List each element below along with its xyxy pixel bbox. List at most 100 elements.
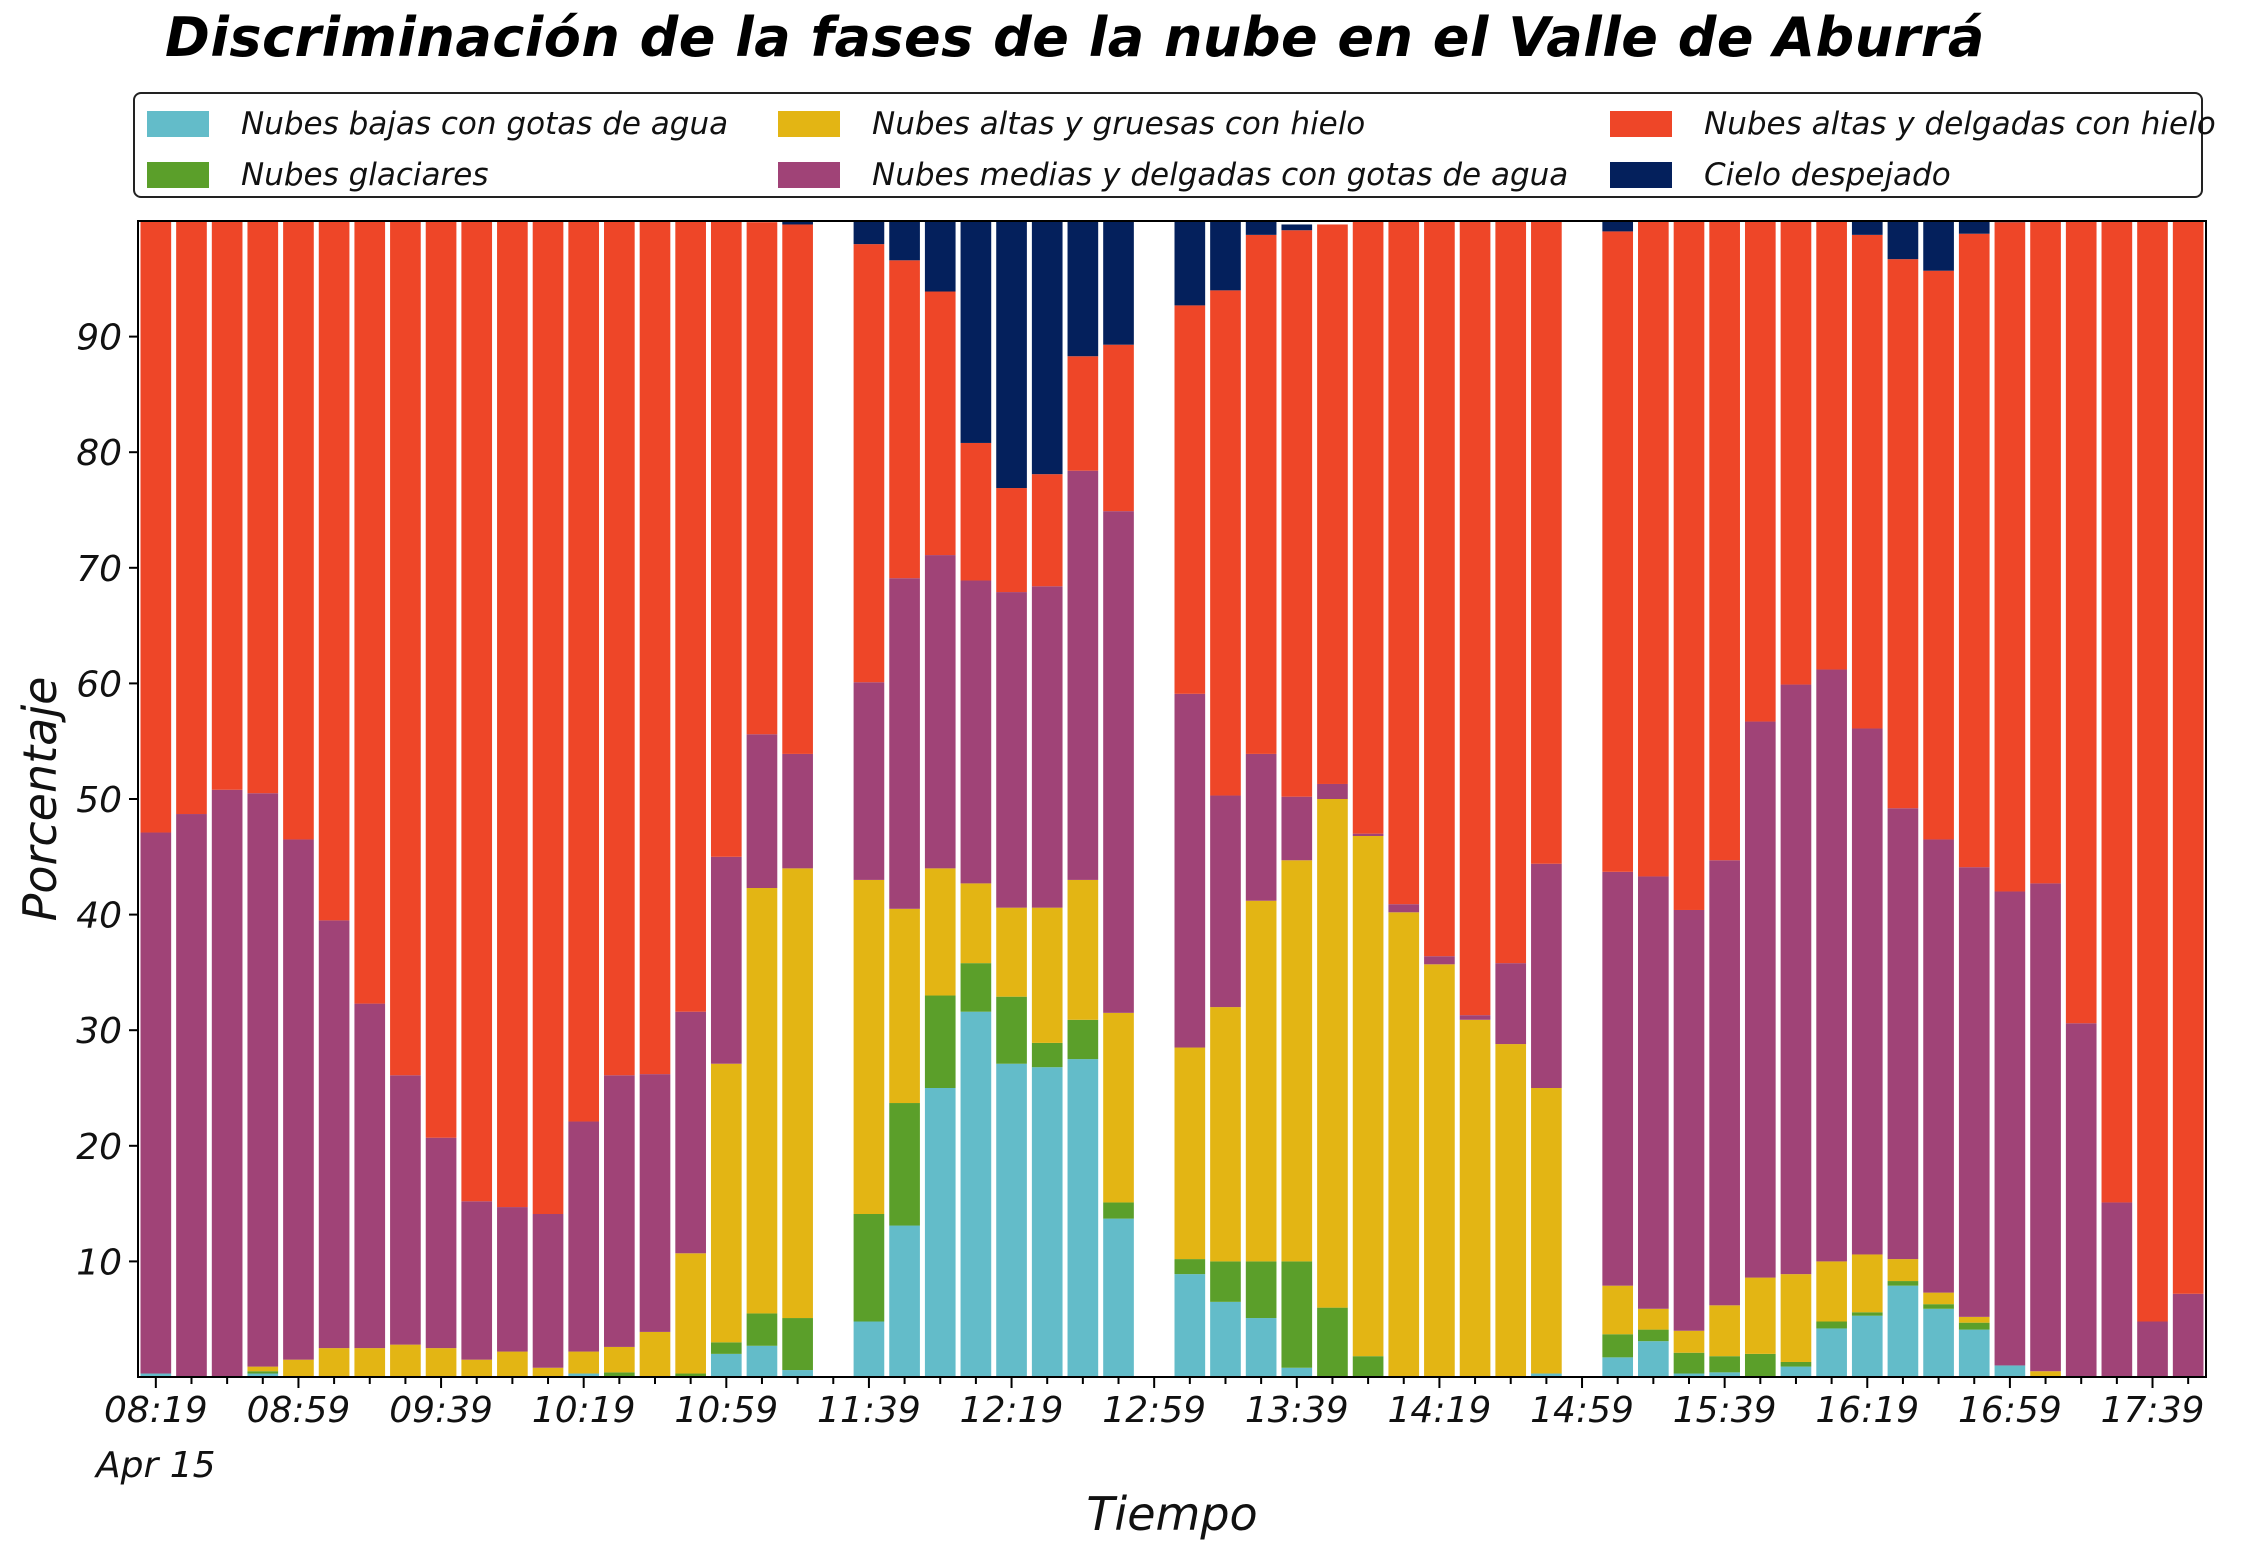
- bar-segment-s0-51: [1958, 1329, 1990, 1377]
- bar-segment-s4-54: [2065, 221, 2097, 1024]
- bar-segment-s2-5: [318, 1348, 350, 1377]
- bar-segment-s2-44: [1709, 1305, 1740, 1357]
- bar-segment-s2-35: [1388, 912, 1420, 1377]
- y-tick-label-80: 80: [76, 433, 122, 474]
- bar-segment-s4-56: [2137, 221, 2168, 1322]
- bar-segment-s3-6: [354, 1003, 386, 1349]
- bar-segment-s0-20: [853, 1321, 885, 1377]
- bar-segment-s1-49: [1887, 1281, 1919, 1286]
- bar-segment-s5-22: [924, 221, 956, 292]
- bar-segment-s5-48: [1851, 221, 1883, 235]
- bar-segment-s4-12: [568, 221, 600, 1122]
- bar-segment-s0-22: [924, 1088, 956, 1377]
- bar-segment-s3-37: [1459, 1015, 1491, 1020]
- bar-segment-s4-45: [1744, 221, 1776, 722]
- bar-segment-s1-27: [1103, 1202, 1134, 1219]
- legend-swatch-0: [147, 111, 209, 137]
- bar-segment-s0-48: [1851, 1315, 1883, 1377]
- legend-swatch-1: [147, 162, 209, 188]
- bar-segment-s1-20: [853, 1214, 885, 1322]
- bar-segment-s4-47: [1816, 221, 1847, 670]
- bar-segment-s2-47: [1816, 1261, 1847, 1322]
- bar-segment-s1-16: [710, 1342, 742, 1354]
- bar-segment-s4-0: [140, 221, 172, 833]
- bar-segment-s3-16: [710, 856, 742, 1064]
- x-tick-label-1: 08:59: [247, 1390, 351, 1431]
- bar-segment-s3-11: [532, 1214, 564, 1368]
- bar-segment-s1-15: [675, 1373, 706, 1377]
- bar-segment-s3-23: [960, 580, 992, 884]
- y-tick-label-30: 30: [76, 1011, 122, 1052]
- bar-segment-s4-11: [532, 221, 564, 1214]
- bar-segment-s2-43: [1673, 1330, 1705, 1353]
- bar-segment-s4-16: [710, 221, 742, 857]
- bar-segment-s5-29: [1174, 221, 1206, 306]
- bar-segment-s4-53: [2030, 221, 2061, 884]
- y-tick-label-40: 40: [76, 896, 122, 937]
- bar-segment-s3-12: [568, 1121, 600, 1352]
- bar-segment-s5-26: [1067, 221, 1099, 357]
- legend-label-1: Nubes glaciares: [241, 157, 489, 193]
- bar-segment-s4-25: [1031, 474, 1063, 587]
- bar-segment-s2-48: [1851, 1254, 1883, 1313]
- bar-segment-s3-48: [1851, 728, 1883, 1255]
- bar-segment-s1-26: [1067, 1019, 1099, 1060]
- bar-segment-s4-49: [1887, 259, 1919, 809]
- bar-segment-s3-7: [390, 1075, 421, 1345]
- bar-segment-s1-42: [1638, 1329, 1669, 1342]
- legend-item-5: Cielo despejado: [1610, 155, 1951, 195]
- bar-segment-s2-9: [461, 1359, 493, 1377]
- bar-segment-s4-48: [1851, 234, 1883, 729]
- bar-segment-s2-18: [782, 868, 813, 1319]
- bar-segment-s2-8: [425, 1348, 457, 1377]
- legend-swatch-2: [778, 111, 840, 137]
- bar-segment-s2-51: [1958, 1316, 1990, 1323]
- y-tick-label-60: 60: [76, 664, 122, 705]
- x-tick-label-10: 14:59: [1530, 1390, 1634, 1431]
- bar-segment-s1-25: [1031, 1042, 1063, 1068]
- bar-segment-s4-5: [318, 221, 350, 921]
- bar-segment-s4-32: [1281, 230, 1313, 797]
- bar-segment-s2-37: [1459, 1019, 1491, 1377]
- bar-segment-s0-16: [710, 1353, 742, 1377]
- bar-segment-s4-37: [1459, 221, 1491, 1016]
- bar-segment-s0-24: [996, 1063, 1027, 1377]
- bar-segment-s4-43: [1673, 221, 1705, 910]
- bar-segment-s0-27: [1103, 1218, 1134, 1377]
- bar-segment-s4-35: [1388, 221, 1420, 905]
- bar-segment-s3-34: [1352, 833, 1384, 836]
- bar-segment-s2-12: [568, 1351, 600, 1374]
- legend-item-2: Nubes altas y gruesas con hielo: [778, 104, 1365, 144]
- bar-segment-s3-42: [1638, 876, 1669, 1309]
- bar-segment-s4-20: [853, 244, 885, 683]
- bar-segment-s0-23: [960, 1011, 992, 1377]
- bar-segment-s4-13: [604, 221, 635, 1076]
- bar-segment-s3-17: [746, 734, 778, 889]
- bar-segment-s2-41: [1602, 1285, 1634, 1335]
- legend-swatch-4: [1610, 111, 1672, 137]
- bar-segment-s0-21: [889, 1225, 920, 1377]
- bar-segment-s4-10: [497, 221, 528, 1208]
- bar-segment-s4-38: [1495, 221, 1527, 964]
- bar-segment-s3-3: [247, 793, 279, 1367]
- bar-segment-s1-51: [1958, 1322, 1990, 1330]
- bar-segment-s3-39: [1531, 863, 1562, 1088]
- bar-segment-s0-47: [1816, 1328, 1847, 1377]
- bar-segment-s0-17: [746, 1345, 778, 1377]
- bar-segment-s0-49: [1887, 1285, 1919, 1377]
- bar-segment-s0-30: [1210, 1301, 1241, 1377]
- bar-segment-s0-32: [1281, 1367, 1313, 1377]
- bar-segment-s1-33: [1317, 1307, 1348, 1377]
- bar-segment-s4-22: [924, 291, 956, 556]
- bar-segment-s3-31: [1245, 753, 1277, 901]
- bar-segment-s3-50: [1923, 839, 1954, 1293]
- x-tick-label-4: 10:59: [674, 1390, 778, 1431]
- bar-segment-s4-21: [889, 260, 920, 579]
- bar-segment-s2-29: [1174, 1047, 1206, 1260]
- bar-segment-s1-17: [746, 1313, 778, 1346]
- bar-segment-s3-18: [782, 753, 813, 869]
- bar-segment-s1-43: [1673, 1352, 1705, 1374]
- bar-segment-s1-50: [1923, 1304, 1954, 1309]
- bar-segment-s3-2: [211, 789, 243, 1377]
